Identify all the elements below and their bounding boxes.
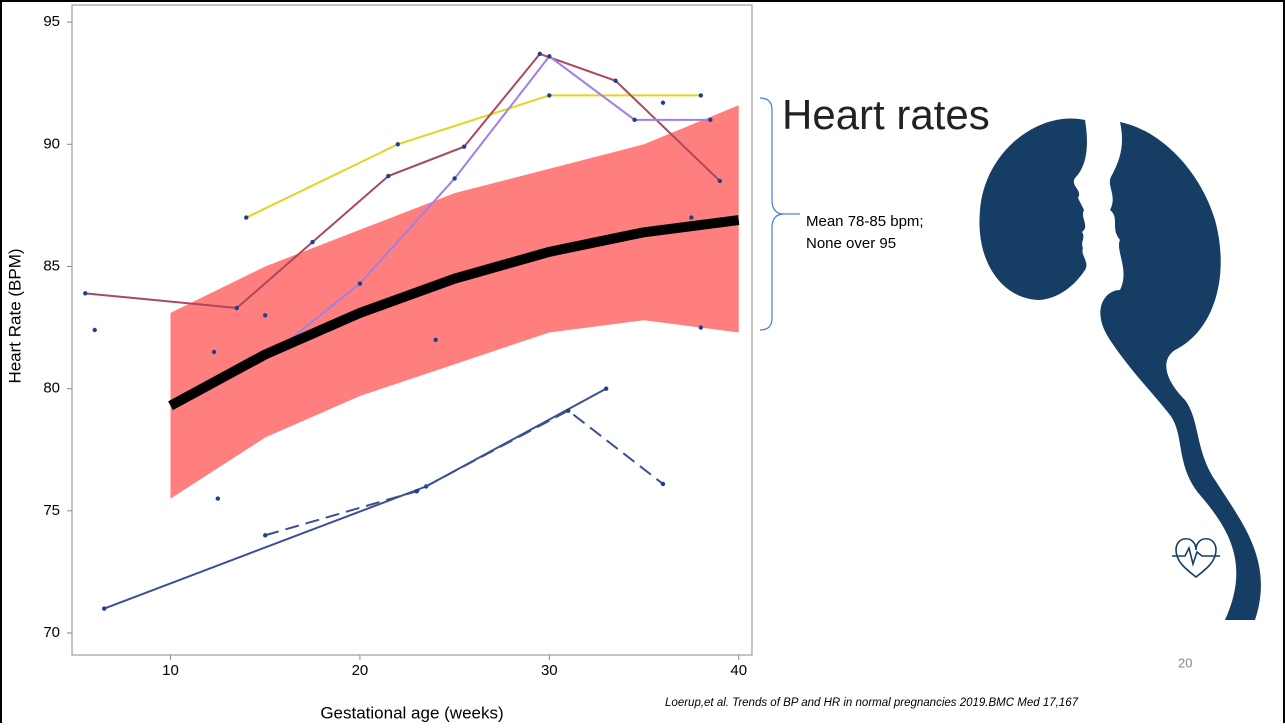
x-tick-label: 20 — [352, 662, 369, 679]
scatter-point — [689, 215, 693, 219]
scatter-point — [661, 101, 665, 105]
series-marker — [102, 606, 106, 610]
series-marker — [661, 482, 665, 486]
series-marker — [613, 79, 617, 83]
series-marker — [396, 142, 400, 146]
scatter-point — [216, 496, 220, 500]
series-marker — [718, 179, 722, 183]
series-marker — [462, 145, 466, 149]
page: {"title": "Heart rates", "annotation": [… — [0, 0, 1285, 723]
y-tick-label: 90 — [43, 135, 60, 152]
series-marker — [310, 240, 314, 244]
series-marker — [244, 215, 248, 219]
y-axis-label: Heart Rate (BPM) — [5, 248, 24, 383]
x-axis-label: Gestational age (weeks) — [320, 703, 503, 722]
series-marker — [604, 386, 608, 390]
x-tick-label: 30 — [541, 662, 558, 679]
series-marker — [263, 533, 267, 537]
y-tick-label: 75 — [43, 502, 60, 519]
page-number: 20 — [1178, 655, 1192, 670]
scatter-point — [433, 338, 437, 342]
scatter-point — [93, 328, 97, 332]
series-marker — [547, 93, 551, 97]
slide-title: Heart rates — [782, 91, 990, 138]
series-marker — [358, 281, 362, 285]
series-marker — [415, 489, 419, 493]
slide: 70 75 80 85 90 95 10 20 30 40 Heart Rate (BPM) Ge… — [0, 0, 1285, 723]
y-tick-label: 70 — [43, 624, 60, 641]
series-marker — [452, 176, 456, 180]
y-tick-label: 80 — [43, 380, 60, 397]
annotation-line: None over 95 — [806, 235, 896, 252]
x-tick-label: 10 — [162, 662, 179, 679]
citation: Loerup,et al. Trends of BP and HR in nor… — [665, 697, 1079, 709]
y-tick-label: 95 — [43, 13, 60, 30]
series-marker — [538, 52, 542, 56]
series-marker — [566, 408, 570, 412]
series-marker — [235, 306, 239, 310]
y-tick-label: 85 — [43, 257, 60, 274]
series-marker — [547, 54, 551, 58]
series-marker — [83, 291, 87, 295]
series-marker — [708, 118, 712, 122]
series-marker — [699, 93, 703, 97]
series-marker — [632, 118, 636, 122]
series-marker — [386, 174, 390, 178]
scatter-point — [699, 325, 703, 329]
scatter-point — [212, 350, 216, 354]
annotation-line: Mean 78-85 bpm; — [806, 213, 924, 230]
scatter-point — [263, 313, 267, 317]
x-tick-label: 40 — [730, 662, 747, 679]
